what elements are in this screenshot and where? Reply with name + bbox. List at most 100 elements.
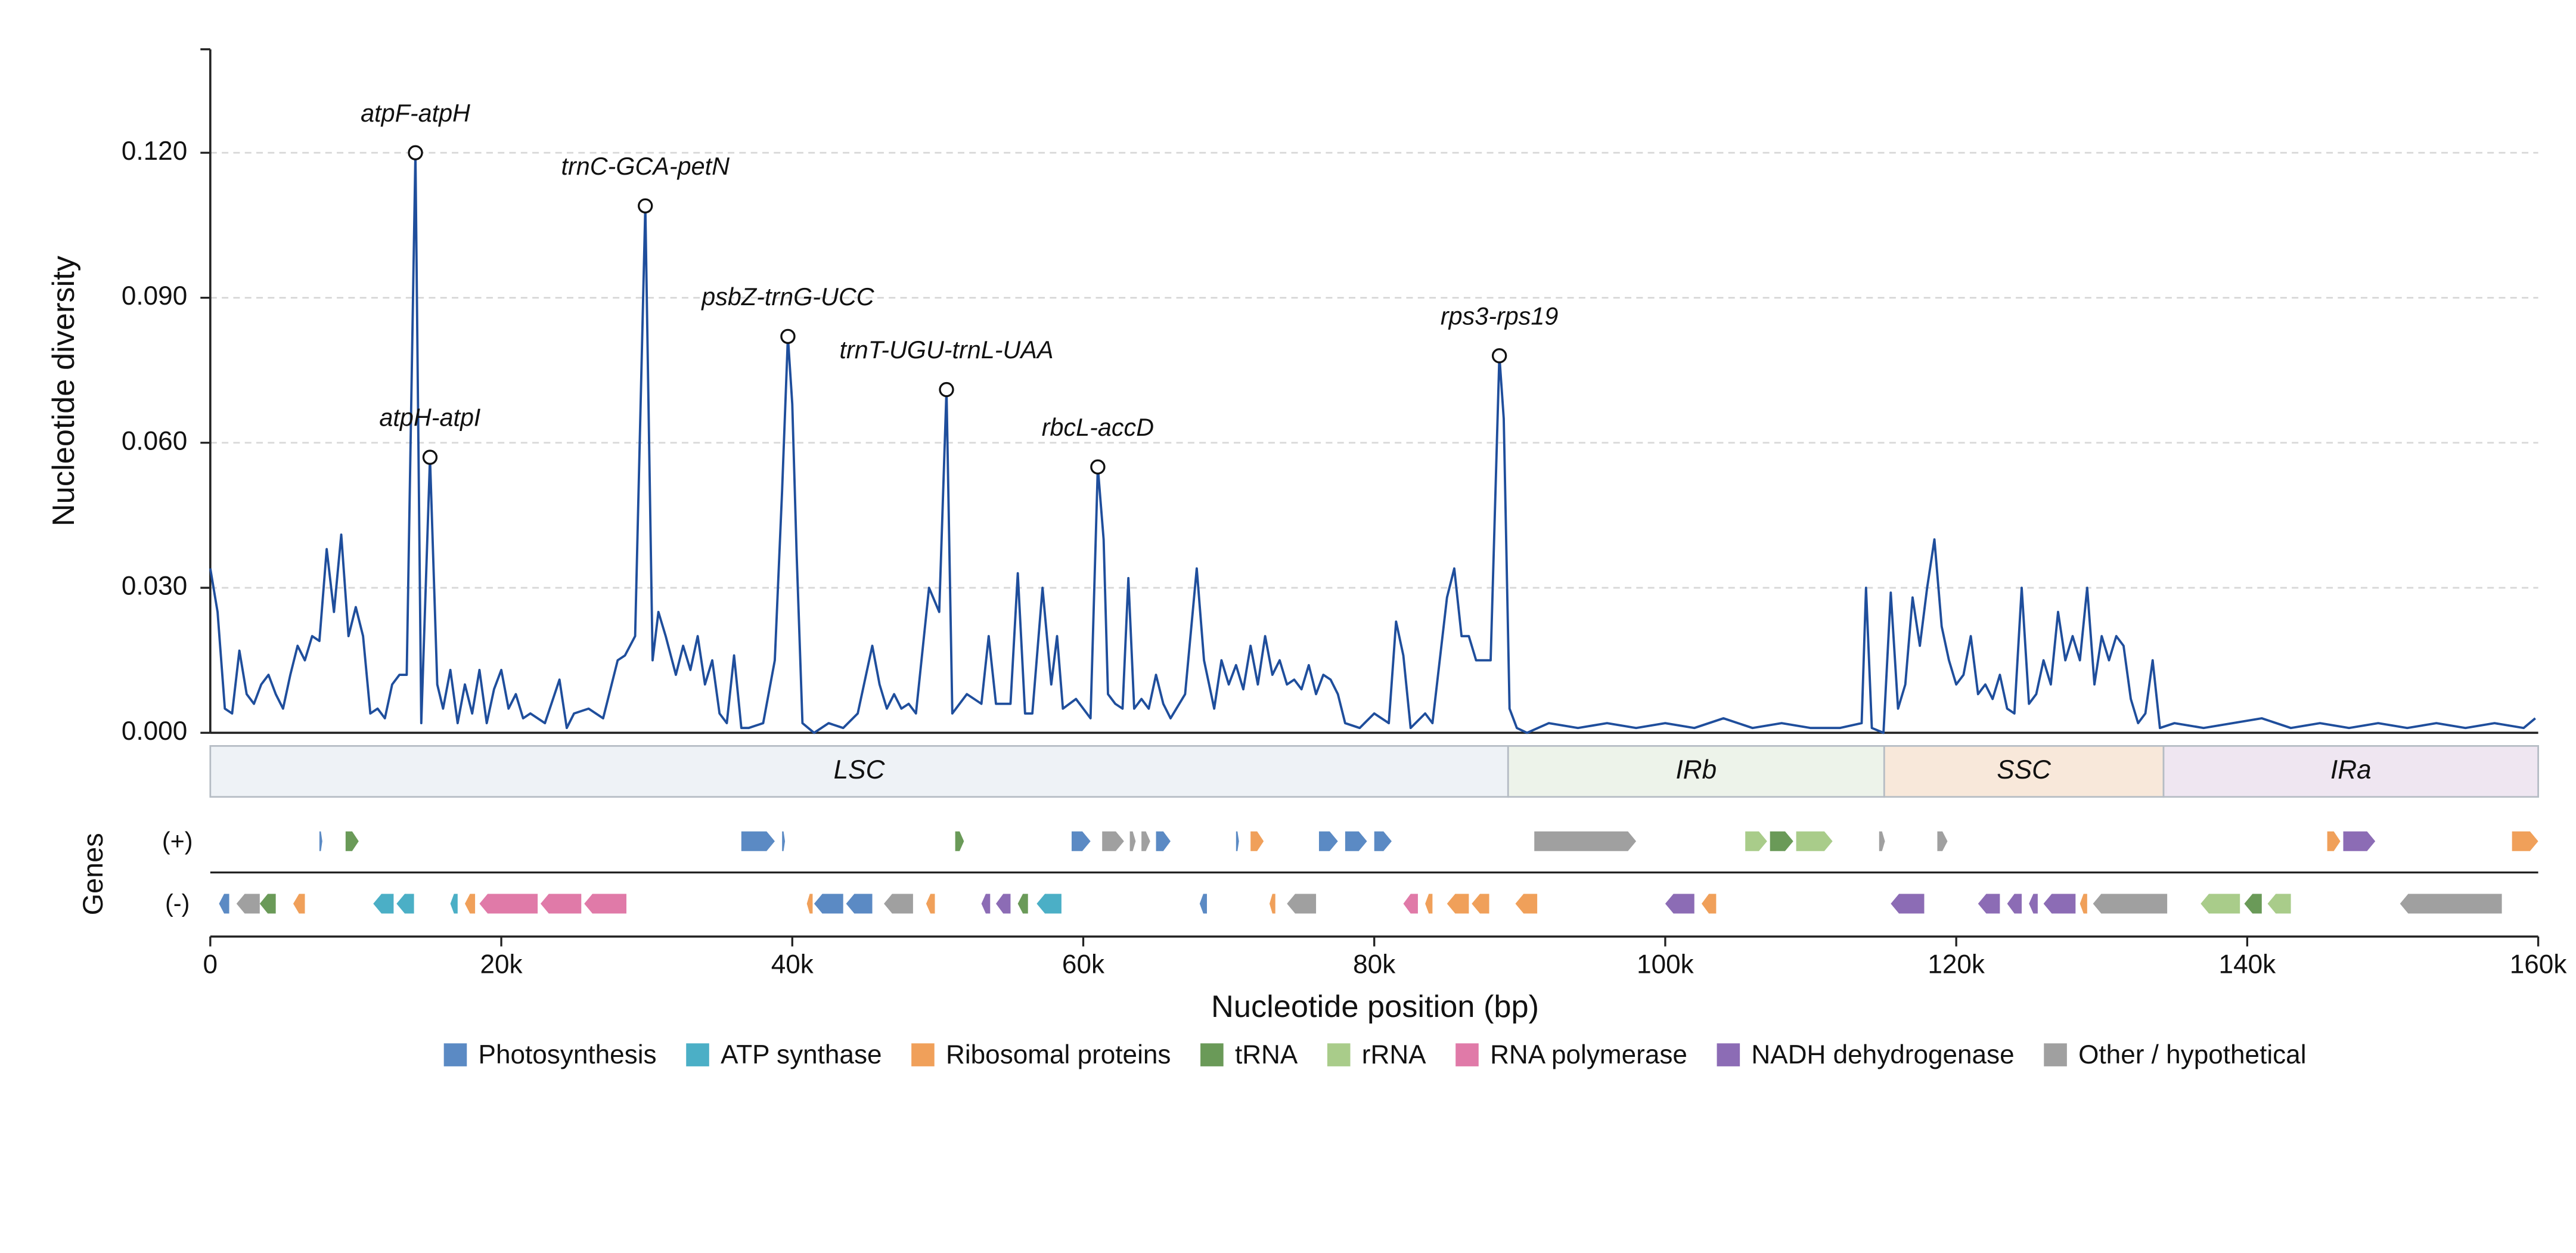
x-tick-label: 140k xyxy=(2219,950,2277,979)
x-tick-label: 20k xyxy=(480,950,523,979)
gene xyxy=(1701,894,1717,914)
gene xyxy=(1425,894,1433,914)
region-label: LSC xyxy=(834,755,886,784)
gene xyxy=(1745,831,1767,851)
gene xyxy=(2080,894,2087,914)
legend-swatch xyxy=(686,1043,709,1066)
gene xyxy=(2343,831,2376,851)
peak-marker xyxy=(780,328,796,345)
y-axis-title: Nucleotide diversity xyxy=(46,255,81,526)
gene xyxy=(2029,894,2038,914)
y-tick-label: 0.060 xyxy=(122,426,187,455)
gene xyxy=(1345,831,1367,851)
x-tick-label: 40k xyxy=(771,950,814,979)
legend-swatch xyxy=(1717,1043,1740,1066)
track-label: (-) xyxy=(165,890,190,917)
gene xyxy=(1071,831,1091,851)
legend-label: Photosynthesis xyxy=(479,1040,657,1069)
legend-label: Other / hypothetical xyxy=(2078,1040,2306,1069)
gene xyxy=(1447,894,1469,914)
gene xyxy=(465,894,476,914)
diversity-line xyxy=(209,151,2536,734)
x-tick-label: 100k xyxy=(1637,950,1694,979)
gene xyxy=(319,831,322,851)
legend-swatch xyxy=(1200,1043,1224,1066)
gene xyxy=(373,894,394,914)
peak-label: psbZ-trnG-UCC xyxy=(700,283,874,311)
gene xyxy=(2512,831,2538,851)
peak-label: trnT-UGU-trnL-UAA xyxy=(840,336,1054,364)
legend-swatch xyxy=(911,1043,935,1066)
gene xyxy=(236,894,260,914)
region xyxy=(2162,745,2539,798)
gene xyxy=(1403,894,1418,914)
gene xyxy=(926,894,935,914)
gene xyxy=(2400,894,2502,914)
gene xyxy=(2007,894,2022,914)
gene xyxy=(1287,894,1317,914)
gene xyxy=(1318,831,1338,851)
x-tick-label: 80k xyxy=(1353,950,1396,979)
region-label: IRa xyxy=(2330,755,2372,784)
peak-marker xyxy=(939,382,954,398)
gene xyxy=(1937,831,1948,851)
y-tick-label: 0.120 xyxy=(122,137,187,166)
gene xyxy=(996,894,1011,914)
legend-label: rRNA xyxy=(1362,1040,1426,1069)
peak-marker xyxy=(408,145,423,160)
gene xyxy=(2201,894,2240,914)
gene xyxy=(396,894,414,914)
legend-label: ATP synthase xyxy=(721,1040,882,1069)
gene xyxy=(846,894,873,914)
gene xyxy=(293,894,305,914)
gene xyxy=(981,894,991,914)
gene xyxy=(2267,894,2291,914)
gene xyxy=(1269,894,1275,914)
x-tick-label: 60k xyxy=(1062,950,1105,979)
gene xyxy=(584,894,626,914)
x-tick-label: 0 xyxy=(203,950,218,979)
gene xyxy=(1036,894,1062,914)
legend-label: tRNA xyxy=(1235,1040,1298,1069)
gene xyxy=(814,894,843,914)
x-tick-label: 120k xyxy=(1928,950,1985,979)
gene xyxy=(540,894,582,914)
y-tick-label: 0.030 xyxy=(122,572,187,601)
peak-label: rbcL-accD xyxy=(1042,414,1154,441)
peak-marker xyxy=(638,198,653,214)
gene xyxy=(1236,831,1239,851)
gene xyxy=(1472,894,1489,914)
gene xyxy=(884,894,913,914)
y-tick-label: 0.090 xyxy=(122,281,187,311)
gene xyxy=(1141,831,1150,851)
gene xyxy=(450,894,458,914)
peak-label: trnC-GCA-petN xyxy=(561,153,730,180)
gene xyxy=(2093,894,2168,914)
gene xyxy=(1770,831,1793,851)
gene xyxy=(741,831,775,851)
peak-label: rps3-rps19 xyxy=(1441,302,1559,330)
legend-swatch xyxy=(2044,1043,2067,1066)
peak-marker xyxy=(1090,459,1106,475)
gene xyxy=(2244,894,2262,914)
x-axis-title: Nucleotide position (bp) xyxy=(1211,990,1539,1024)
gene xyxy=(1879,831,1885,851)
gene xyxy=(2327,831,2341,851)
gene xyxy=(345,831,359,851)
legend-swatch xyxy=(1455,1043,1479,1066)
gene xyxy=(2043,894,2076,914)
x-tick-label: 160k xyxy=(2510,950,2568,979)
peak-label: atpH-atpI xyxy=(379,404,481,432)
gene xyxy=(1374,831,1392,851)
peak-label: atpF-atpH xyxy=(361,100,470,127)
gene xyxy=(955,831,964,851)
region xyxy=(1507,745,1885,798)
legend-label: NADH dehydrogenase xyxy=(1751,1040,2014,1069)
region-label: IRb xyxy=(1675,755,1717,784)
legend-swatch xyxy=(443,1043,467,1066)
gene xyxy=(806,894,813,914)
track-label: (+) xyxy=(162,827,193,855)
peak-marker xyxy=(422,449,438,465)
